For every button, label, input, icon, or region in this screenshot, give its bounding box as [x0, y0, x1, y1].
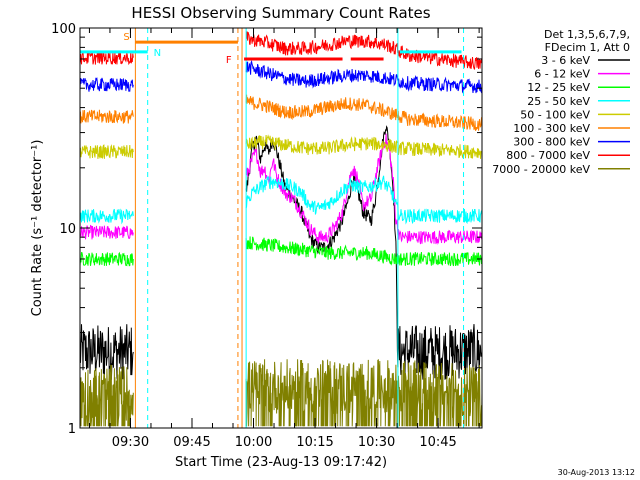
series-line-5-0 — [79, 109, 134, 124]
legend-header-1: FDecim 1, Att 0 — [545, 41, 630, 54]
series-line-3-0 — [79, 208, 134, 225]
legend-label-8: 7000 - 20000 keV — [492, 163, 590, 176]
y-tick-label-2: 100 — [51, 22, 76, 37]
series-line-6-1 — [245, 59, 483, 95]
y-tick-label-0: 1 — [68, 422, 76, 437]
legend-label-0: 3 - 6 keV — [541, 54, 590, 67]
series-line-1-0 — [79, 224, 134, 240]
series-line-2-0 — [79, 251, 134, 267]
x-tick-label-2: 10:00 — [235, 435, 272, 450]
legend-header-0: Det 1,3,5,6,7,9, — [544, 28, 630, 41]
flag-label-n: N — [154, 48, 161, 59]
series-line-2-1 — [245, 236, 483, 267]
ticks-layer: 1 10 100 09:30 09:45 10:00 10:15 10:30 10:45 — [51, 22, 482, 450]
y-axis-label: Count Rate (s⁻¹ detector⁻¹) — [30, 140, 45, 317]
legend-label-1: 6 - 12 keV — [534, 68, 590, 81]
x-tick-label-3: 10:15 — [296, 435, 333, 450]
legend: Det 1,3,5,6,7,9,FDecim 1, Att 03 - 6 keV… — [492, 28, 630, 176]
series-line-5-1 — [245, 94, 483, 131]
series-line-8-1 — [245, 359, 483, 427]
flag-label-s: S — [123, 32, 129, 43]
series-line-8-0 — [79, 364, 134, 427]
y-tick-label-1: 10 — [59, 222, 76, 237]
x-tick-label-0: 09:30 — [112, 435, 149, 450]
series-line-1-1 — [245, 133, 483, 245]
legend-label-5: 100 - 300 keV — [513, 122, 590, 135]
series-line-6-0 — [79, 77, 134, 92]
series-layer — [79, 31, 483, 427]
legend-label-4: 50 - 100 keV — [520, 108, 590, 121]
series-line-3-1 — [245, 175, 483, 225]
x-tick-label-4: 10:30 — [358, 435, 395, 450]
legend-label-6: 300 - 800 keV — [513, 136, 590, 149]
flag-label-f: F — [226, 55, 232, 66]
x-tick-label-5: 10:45 — [419, 435, 456, 450]
legend-label-3: 25 - 50 keV — [527, 95, 590, 108]
series-line-0-1 — [245, 125, 483, 380]
x-axis-label: Start Time (23-Aug-13 09:17:42) — [175, 455, 387, 470]
chart-title: HESSI Observing Summary Count Rates — [131, 4, 430, 22]
series-line-4-0 — [79, 144, 134, 160]
legend-label-2: 12 - 25 keV — [527, 81, 590, 94]
series-line-7-1 — [246, 31, 483, 70]
timestamp: 30-Aug-2013 13:12 — [558, 468, 635, 477]
overlay-layer: S N F — [79, 28, 465, 428]
legend-label-7: 800 - 7000 keV — [506, 149, 590, 162]
x-tick-label-1: 09:45 — [173, 435, 210, 450]
series-line-0-0 — [79, 324, 134, 380]
series-line-4-1 — [245, 134, 483, 160]
